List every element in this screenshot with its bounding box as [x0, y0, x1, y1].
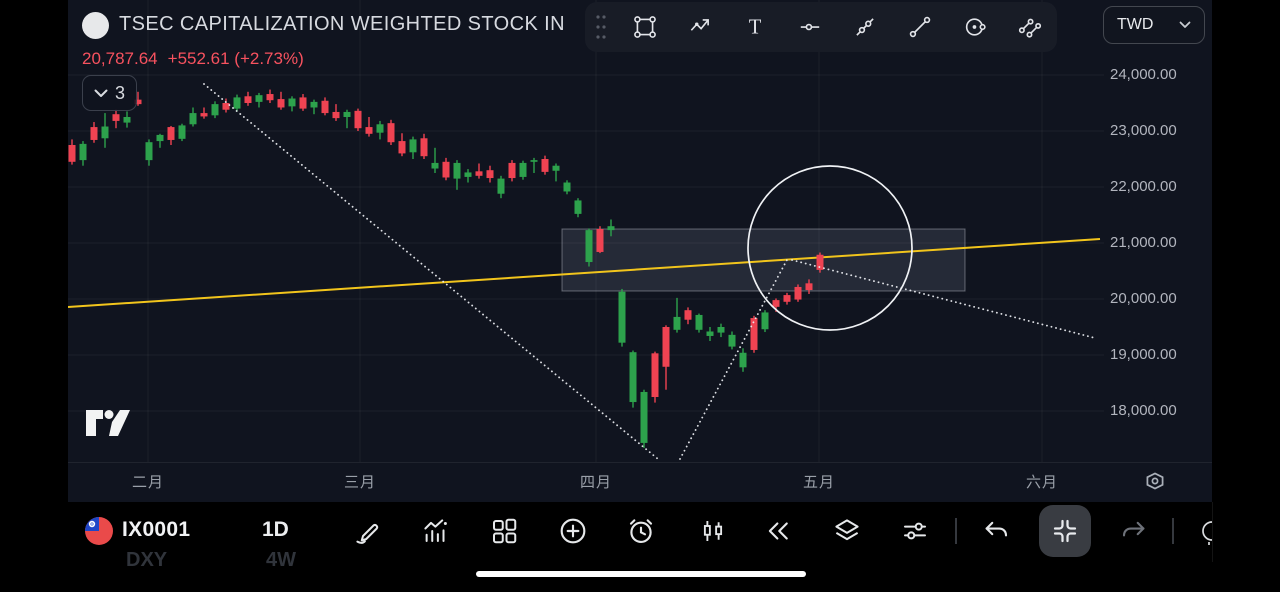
- drawing-toolbar: T: [585, 2, 1057, 52]
- indicators-chart-icon: [424, 519, 447, 542]
- drawings-count: 3: [114, 82, 125, 103]
- svg-text:T: T: [748, 17, 761, 39]
- settings-button[interactable]: [893, 509, 937, 553]
- currency-value: TWD: [1117, 16, 1154, 33]
- toolbar-divider: [955, 518, 957, 544]
- symbol-logo-icon: [82, 12, 109, 39]
- layers-icon: [835, 519, 859, 541]
- add-button[interactable]: [551, 509, 595, 553]
- trend-line-tool-icon[interactable]: [892, 5, 947, 49]
- zone-rectangle-drawing[interactable]: [561, 228, 966, 292]
- bottom-toolbar-content: DXY 4W: [0, 502, 1212, 592]
- dotted-trend-lines: [203, 83, 1096, 460]
- tradingview-logo: [86, 410, 130, 436]
- alert-button[interactable]: [619, 509, 663, 553]
- x-axis-label: 四月: [579, 474, 613, 491]
- rectangle-tool-icon[interactable]: [617, 5, 672, 49]
- redo-button[interactable]: [1112, 509, 1156, 553]
- plus-circle-icon: [560, 518, 586, 544]
- y-axis-label: 23,000.00: [1110, 122, 1177, 139]
- minimize-button[interactable]: [1039, 505, 1091, 557]
- toolbar-drag-handle-icon[interactable]: [595, 12, 611, 42]
- dotted-trend-line-drawing[interactable]: [203, 83, 659, 460]
- ghost-symbol: DXY: [126, 549, 168, 571]
- candles-icon: [703, 521, 723, 541]
- y-axis-label: 22,000.00: [1110, 178, 1177, 195]
- y-axis-label: 21,000.00: [1110, 234, 1177, 251]
- taiwan-flag-icon: [85, 517, 113, 545]
- text-tool-icon[interactable]: T: [727, 5, 782, 49]
- interval-button[interactable]: 1D: [262, 518, 289, 541]
- x-axis-label: 六月: [1025, 474, 1059, 491]
- x-axis-label: 五月: [802, 474, 836, 491]
- dotted-trend-line-drawing[interactable]: [791, 259, 1096, 339]
- partially-visible-icon[interactable]: [1198, 516, 1212, 548]
- symbol-title[interactable]: TSEC CAPITALIZATION WEIGHTED STOCK IN: [119, 13, 565, 35]
- y-axis-label: 20,000.00: [1110, 290, 1177, 307]
- exit-fullscreen-icon: [1053, 519, 1077, 543]
- layout-button[interactable]: [482, 509, 526, 553]
- polyline-arrow-tool-icon[interactable]: [672, 5, 727, 49]
- circle-drawing[interactable]: [747, 165, 913, 331]
- drawings-count-badge[interactable]: 3: [82, 75, 137, 111]
- rewind-icon: [768, 522, 788, 540]
- currency-selector[interactable]: TWD: [1103, 6, 1205, 44]
- yellow-trend-line-drawing[interactable]: [68, 238, 1101, 308]
- dotted-trend-line-drawing[interactable]: [679, 257, 789, 460]
- price-row: 20,787.64 +552.61 (+2.73%): [82, 49, 304, 69]
- time-scale[interactable]: [68, 462, 1212, 502]
- x-axis-label: 三月: [343, 474, 377, 491]
- pen-icon: [356, 524, 379, 544]
- sliders-icon: [904, 522, 926, 540]
- layout-grid-icon: [493, 518, 517, 544]
- home-indicator[interactable]: [476, 571, 806, 577]
- chart-area[interactable]: [68, 0, 1212, 502]
- chevron-down-icon: [1179, 21, 1191, 28]
- indicators-button[interactable]: [414, 509, 458, 553]
- candles-series: [68, 89, 824, 448]
- chart-canvas[interactable]: [68, 0, 1212, 502]
- y-axis-label: 19,000.00: [1110, 346, 1177, 363]
- redo-arrow-icon: [1122, 521, 1145, 537]
- parallel-channel-tool-icon[interactable]: [1002, 5, 1057, 49]
- toolbar-divider: [1172, 518, 1174, 544]
- circle-tool-icon[interactable]: [947, 5, 1002, 49]
- x-axis-label: 二月: [131, 474, 165, 491]
- undo-button[interactable]: [974, 509, 1018, 553]
- alarm-clock-icon: [629, 519, 653, 543]
- price-change: +552.61 (+2.73%): [167, 49, 304, 68]
- horizontal-line-tool-icon[interactable]: [782, 5, 837, 49]
- panel-edge: [1212, 502, 1213, 562]
- ghost-interval: 4W: [266, 549, 296, 571]
- grid-lines: [68, 0, 1104, 462]
- y-axis-label: 24,000.00: [1110, 66, 1177, 83]
- draw-button[interactable]: [346, 509, 390, 553]
- y-axis-label: 18,000.00: [1110, 402, 1177, 419]
- undo-arrow-icon: [985, 521, 1008, 537]
- object-tree-button[interactable]: [825, 509, 869, 553]
- anchored-trend-line-tool-icon[interactable]: [837, 5, 892, 49]
- chart-type-button[interactable]: [691, 509, 735, 553]
- last-price: 20,787.64: [82, 49, 158, 68]
- scale-settings-gear-icon[interactable]: [1142, 468, 1168, 494]
- chevron-down-icon: [94, 89, 108, 97]
- symbol-button[interactable]: IX0001: [122, 518, 191, 541]
- replay-button[interactable]: [756, 509, 800, 553]
